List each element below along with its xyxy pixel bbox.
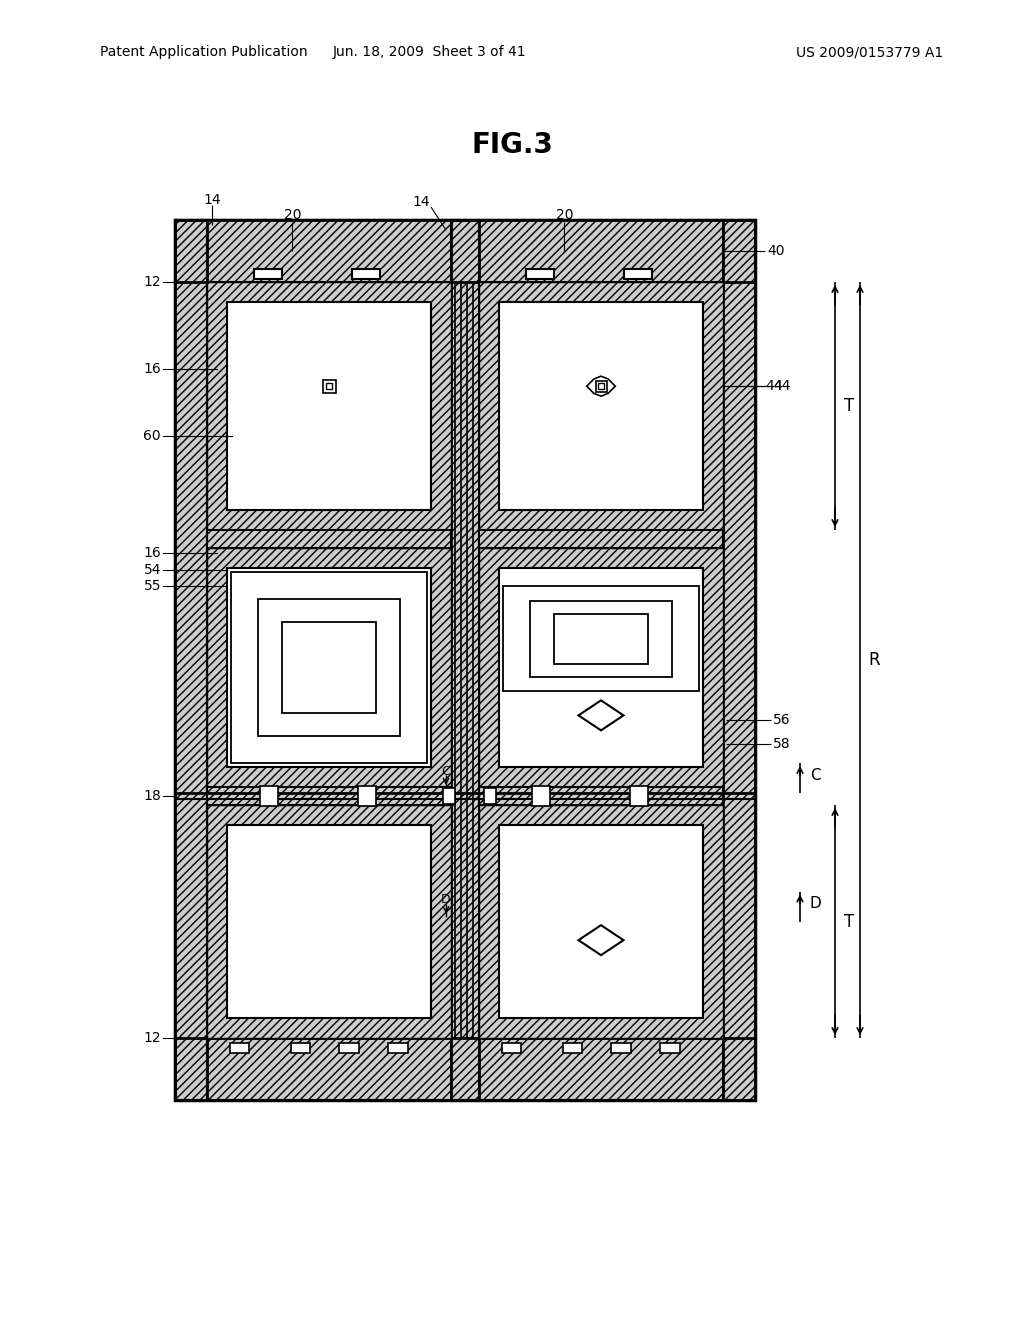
Bar [207, 531, 451, 548]
Bar [175, 220, 755, 282]
Text: D: D [809, 896, 821, 911]
Text: 55: 55 [143, 579, 161, 593]
Bar [175, 1038, 755, 1100]
Bar [611, 1043, 631, 1053]
Bar [175, 220, 207, 1100]
Text: 20: 20 [284, 209, 301, 222]
Text: 44: 44 [773, 379, 791, 393]
Bar [723, 220, 755, 1100]
Bar [227, 825, 431, 1018]
Text: 58: 58 [773, 737, 791, 751]
Text: 44: 44 [765, 379, 782, 393]
Bar [530, 601, 672, 677]
Bar [598, 383, 604, 389]
Text: 54: 54 [143, 564, 161, 577]
Text: T: T [844, 397, 854, 414]
Bar [207, 787, 451, 805]
Bar [207, 531, 451, 548]
Text: 12: 12 [143, 1031, 161, 1045]
Bar [258, 599, 399, 737]
Bar [207, 548, 451, 787]
Bar [554, 614, 648, 664]
Text: 34: 34 [321, 401, 338, 416]
Text: 56: 56 [773, 713, 791, 727]
Bar [260, 787, 278, 807]
Bar [630, 787, 647, 807]
Text: 14: 14 [413, 195, 430, 209]
Bar [479, 805, 723, 1038]
Bar [596, 380, 606, 392]
Bar [291, 1043, 310, 1053]
Bar [499, 825, 703, 1018]
Text: Patent Application Publication: Patent Application Publication [100, 45, 307, 59]
Bar [479, 787, 723, 805]
Bar [229, 1043, 249, 1053]
Text: 16: 16 [143, 362, 161, 376]
Bar [484, 788, 496, 804]
Text: C: C [810, 767, 820, 783]
Bar [207, 787, 451, 805]
Bar [503, 586, 699, 692]
Bar [479, 282, 723, 531]
Bar [388, 1043, 408, 1053]
Text: FIG.3: FIG.3 [471, 131, 553, 158]
Text: 40: 40 [767, 244, 784, 257]
Text: 16: 16 [143, 546, 161, 560]
Text: R: R [868, 651, 880, 669]
Bar [479, 531, 723, 548]
Bar [479, 531, 723, 548]
Bar [502, 1043, 521, 1053]
Bar [175, 220, 755, 282]
Bar [451, 220, 479, 1100]
Text: 12: 12 [143, 275, 161, 289]
Text: US 2009/0153779 A1: US 2009/0153779 A1 [797, 45, 944, 59]
Bar [323, 380, 336, 392]
Text: 14: 14 [203, 193, 221, 207]
Text: 60: 60 [143, 429, 161, 442]
Text: Jun. 18, 2009  Sheet 3 of 41: Jun. 18, 2009 Sheet 3 of 41 [333, 45, 526, 59]
Bar [231, 572, 427, 763]
Bar [526, 269, 554, 279]
Bar [443, 788, 455, 804]
Polygon shape [587, 376, 615, 396]
Bar [207, 805, 451, 1038]
Bar [723, 220, 755, 1100]
Bar [339, 1043, 359, 1053]
Bar [451, 220, 479, 1100]
Bar [479, 787, 723, 805]
Bar [175, 1038, 755, 1100]
Text: C: C [441, 764, 451, 777]
Bar [227, 302, 431, 510]
Bar [499, 568, 703, 767]
Text: 18: 18 [143, 789, 161, 803]
Bar [227, 568, 431, 767]
Bar [351, 269, 380, 279]
Polygon shape [579, 925, 624, 956]
Bar [479, 548, 723, 787]
Bar [499, 302, 703, 510]
Bar [207, 282, 451, 531]
Bar [282, 622, 376, 713]
Bar [562, 1043, 583, 1053]
Bar [254, 269, 282, 279]
Text: T: T [844, 912, 854, 931]
Bar [532, 787, 550, 807]
Bar [624, 269, 651, 279]
Bar [175, 220, 755, 1100]
Polygon shape [579, 701, 624, 730]
Bar [357, 787, 376, 807]
Bar [326, 383, 332, 389]
Bar [175, 220, 207, 1100]
Text: 20: 20 [556, 209, 573, 222]
Text: D: D [441, 894, 451, 906]
Bar [660, 1043, 680, 1053]
